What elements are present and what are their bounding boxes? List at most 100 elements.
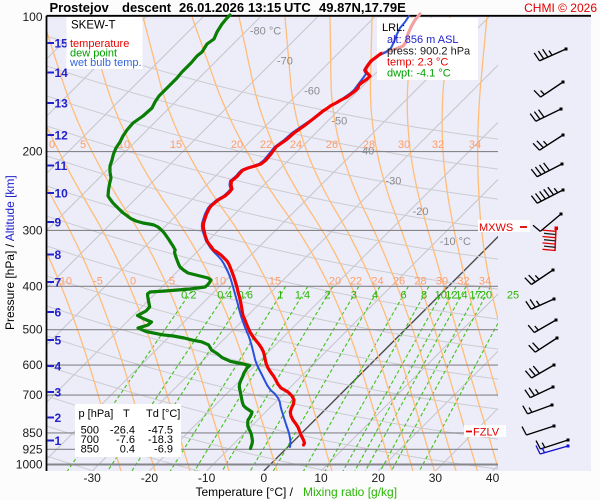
svg-text:2: 2 [325, 290, 331, 302]
svg-text:5: 5 [55, 334, 62, 348]
svg-text:22: 22 [350, 276, 362, 288]
svg-text:26.01.2026: 26.01.2026 [179, 0, 244, 15]
svg-text:34: 34 [479, 276, 491, 288]
svg-text:2: 2 [55, 411, 62, 425]
svg-text:32: 32 [457, 276, 469, 288]
svg-text:T: T [123, 408, 130, 420]
svg-text:6: 6 [55, 306, 62, 320]
svg-text:0: 0 [130, 276, 136, 288]
svg-text:15: 15 [55, 37, 69, 51]
svg-text:15: 15 [269, 276, 281, 288]
svg-text:p [hPa]: p [hPa] [79, 408, 114, 420]
svg-text:49.87N,17.79E: 49.87N,17.79E [319, 0, 406, 15]
svg-text:26: 26 [393, 276, 405, 288]
svg-text:0: 0 [49, 139, 55, 151]
svg-text:10: 10 [55, 187, 69, 201]
svg-text:0.6: 0.6 [238, 290, 253, 302]
svg-text:40: 40 [486, 471, 500, 485]
svg-text:FZLV: FZLV [473, 427, 500, 439]
svg-text:14: 14 [455, 290, 467, 302]
svg-text:28: 28 [414, 276, 426, 288]
svg-text:28: 28 [363, 139, 375, 151]
svg-text:10: 10 [214, 276, 226, 288]
svg-text:13:15: 13:15 [248, 0, 281, 15]
svg-text:-70: -70 [277, 55, 293, 67]
svg-text:300: 300 [22, 223, 42, 237]
svg-text:1: 1 [277, 290, 283, 302]
svg-text:Mixing ratio [g/kg]: Mixing ratio [g/kg] [303, 485, 397, 499]
svg-text:14: 14 [55, 66, 69, 80]
svg-text:13: 13 [55, 97, 69, 111]
svg-text:Pressure [hPa] / Altitude [k: Pressure [hPa] / Altitude [km] [3, 175, 17, 330]
svg-text:0.2: 0.2 [181, 290, 196, 302]
svg-text:20: 20 [480, 290, 492, 302]
svg-text:alt: 856 m ASL: alt: 856 m ASL [387, 34, 459, 46]
svg-text:22: 22 [260, 139, 272, 151]
svg-text:-10: -10 [56, 276, 72, 288]
svg-text:850: 850 [22, 426, 42, 440]
svg-text:400: 400 [22, 279, 42, 293]
svg-text:MXWS: MXWS [479, 222, 513, 234]
svg-text:4: 4 [55, 360, 62, 374]
svg-text:17: 17 [469, 290, 481, 302]
svg-text:5: 5 [169, 276, 175, 288]
svg-text:0.4: 0.4 [120, 444, 135, 456]
svg-text:500: 500 [22, 323, 42, 337]
svg-text:Td [°C]: Td [°C] [146, 408, 180, 420]
svg-text:-6.9: -6.9 [154, 444, 173, 456]
svg-text:press: 900.2 hPa: press: 900.2 hPa [387, 46, 471, 58]
svg-text:-50: -50 [331, 116, 347, 128]
svg-text:4: 4 [372, 290, 378, 302]
svg-text:6: 6 [400, 290, 406, 302]
svg-text:-10: -10 [198, 471, 216, 485]
svg-text:0: 0 [260, 471, 267, 485]
svg-text:-7.6: -7.6 [116, 434, 135, 446]
svg-text:1: 1 [55, 434, 62, 448]
svg-text:-80 °C: -80 °C [250, 25, 281, 37]
svg-text:925: 925 [22, 442, 42, 456]
svg-text:34: 34 [469, 139, 481, 151]
svg-text:10: 10 [314, 471, 328, 485]
svg-text:8: 8 [55, 248, 62, 262]
svg-text:8: 8 [421, 290, 427, 302]
svg-text:-30: -30 [84, 471, 102, 485]
svg-text:25: 25 [507, 290, 519, 302]
svg-text:LRL:: LRL: [382, 22, 405, 34]
svg-text:temperature: temperature [70, 38, 129, 50]
svg-text:CHMI © 2026: CHMI © 2026 [524, 1, 597, 15]
svg-text:9: 9 [55, 216, 62, 230]
svg-text:-26.4: -26.4 [110, 425, 135, 437]
svg-text:30: 30 [436, 276, 448, 288]
svg-text:-20: -20 [413, 206, 429, 218]
svg-text:7: 7 [55, 276, 62, 290]
svg-text:-5: -5 [93, 276, 103, 288]
svg-text:0.4: 0.4 [217, 290, 232, 302]
svg-text:20: 20 [372, 471, 386, 485]
svg-text:wet bulb temp.: wet bulb temp. [69, 57, 142, 69]
svg-text:500: 500 [81, 425, 99, 437]
svg-text:600: 600 [22, 358, 42, 372]
svg-text:Prostejov: Prostejov [50, 0, 110, 15]
svg-text:-60: -60 [304, 86, 320, 98]
svg-text:3: 3 [351, 290, 357, 302]
svg-text:-20: -20 [141, 471, 159, 485]
svg-text:-30: -30 [386, 176, 402, 188]
svg-text:UTC: UTC [284, 0, 311, 15]
svg-text:dwpt: -4.1 °C: dwpt: -4.1 °C [387, 68, 451, 80]
svg-text:24: 24 [290, 139, 302, 151]
svg-text:20: 20 [329, 276, 341, 288]
svg-text:11: 11 [55, 159, 68, 173]
svg-text:15: 15 [170, 139, 182, 151]
svg-text:12: 12 [445, 290, 457, 302]
svg-text:-40: -40 [358, 146, 374, 158]
svg-text:temp: 2.3 °C: temp: 2.3 °C [387, 57, 448, 69]
svg-text:1000: 1000 [16, 458, 43, 472]
svg-text:100: 100 [22, 10, 42, 24]
svg-text:32: 32 [432, 139, 444, 151]
svg-text:dew point: dew point [70, 48, 117, 60]
svg-text:-10 °C: -10 °C [440, 236, 471, 248]
svg-text:12: 12 [55, 129, 69, 143]
svg-text:850: 850 [81, 444, 99, 456]
svg-text:Temperature [°C] /: Temperature [°C] / [196, 485, 294, 499]
svg-text:descent: descent [122, 0, 172, 15]
